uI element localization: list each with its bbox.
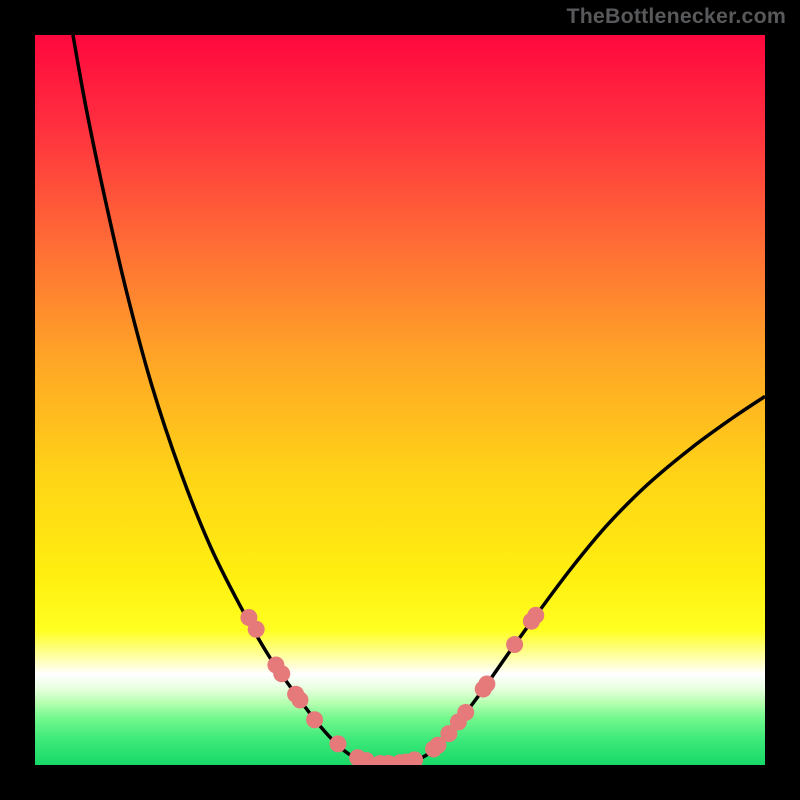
data-marker — [478, 675, 495, 692]
gradient-background — [35, 35, 765, 765]
data-marker — [291, 692, 308, 709]
chart-frame: TheBottlenecker.com — [0, 0, 800, 800]
data-marker — [273, 665, 290, 682]
plot-area — [35, 35, 765, 765]
watermark-text: TheBottlenecker.com — [566, 4, 786, 29]
data-marker — [527, 607, 544, 624]
data-marker — [306, 711, 323, 728]
data-marker — [248, 621, 265, 638]
data-marker — [506, 636, 523, 653]
data-marker — [329, 735, 346, 752]
data-marker — [457, 704, 474, 721]
plot-svg — [35, 35, 765, 765]
